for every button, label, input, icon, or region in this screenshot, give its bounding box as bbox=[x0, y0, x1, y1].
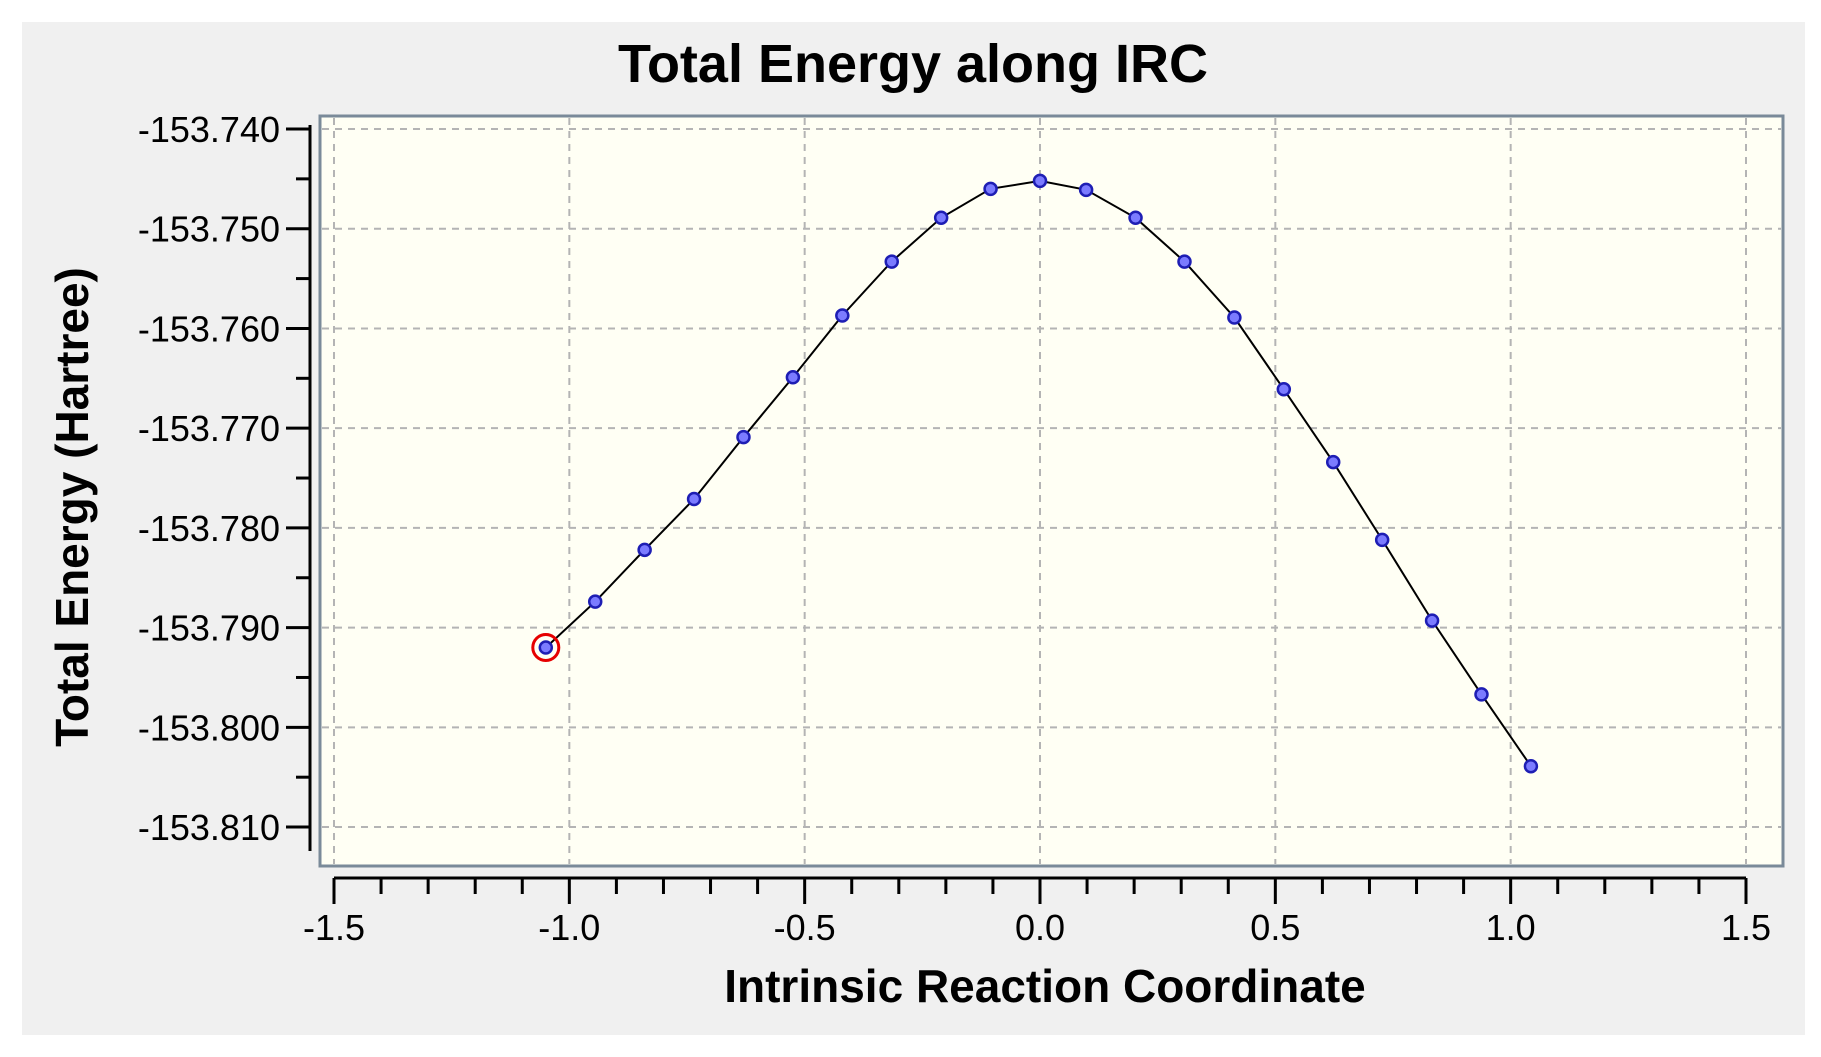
irc-chart: -153.740 -153.750 -153.760 -153.770 -153.780… bbox=[46, 34, 1785, 1012]
x-tick-label: -0.5 bbox=[774, 907, 836, 948]
plot-border bbox=[318, 114, 1785, 868]
data-point bbox=[587, 594, 603, 609]
data-point bbox=[736, 429, 751, 445]
data-point bbox=[1128, 210, 1143, 226]
data-point bbox=[1374, 532, 1390, 548]
y-axis: -153.740 -153.750 -153.760 -153.770 -153.780… bbox=[138, 109, 312, 851]
chart-title: Total Energy along IRC bbox=[618, 34, 1208, 94]
selected-point-highlight bbox=[531, 633, 561, 663]
y-tick-label: -153.750 bbox=[138, 209, 280, 250]
data-point bbox=[1078, 182, 1094, 198]
x-tick-label: 0.5 bbox=[1250, 907, 1300, 948]
data-point bbox=[1177, 254, 1192, 269]
data-point bbox=[1474, 687, 1489, 702]
x-axis-title: Intrinsic Reaction Coordinate bbox=[724, 960, 1366, 1012]
data-point bbox=[983, 181, 998, 197]
x-tick-label: -1.0 bbox=[538, 907, 600, 948]
x-tick-label: 1.5 bbox=[1721, 907, 1771, 948]
chart-panel: -153.740 -153.750 -153.760 -153.770 -153.780… bbox=[22, 22, 1805, 1035]
data-point bbox=[1032, 173, 1048, 189]
data-point bbox=[686, 491, 702, 507]
data-point bbox=[933, 210, 949, 226]
x-tick-label: -1.5 bbox=[303, 907, 365, 948]
data-point bbox=[1227, 310, 1242, 325]
y-tick-label: -153.770 bbox=[138, 408, 280, 449]
data-point bbox=[1424, 613, 1440, 628]
x-tick-label: 0.0 bbox=[1015, 907, 1065, 948]
y-tick-label: -153.760 bbox=[138, 308, 280, 349]
grid bbox=[322, 118, 1781, 864]
plot-area bbox=[320, 116, 1783, 866]
data-point bbox=[538, 640, 554, 655]
y-tick-label: -153.800 bbox=[138, 707, 280, 748]
data-point bbox=[637, 542, 652, 558]
data-markers bbox=[531, 173, 1539, 774]
x-axis: -1.5 -1.0 -0.5 0.0 0.5 1.0 1.5 bbox=[303, 876, 1771, 948]
y-tick-label: -153.780 bbox=[138, 508, 280, 549]
data-point bbox=[1276, 382, 1292, 397]
y-axis-title: Total Energy (Hartree) bbox=[46, 267, 98, 747]
x-tick-label: 1.0 bbox=[1486, 907, 1536, 948]
data-point bbox=[835, 308, 850, 323]
data-point bbox=[884, 254, 899, 269]
y-tick-label: -153.790 bbox=[138, 608, 280, 649]
data-point bbox=[785, 370, 801, 385]
data-point bbox=[1523, 758, 1539, 774]
y-tick-label: -153.740 bbox=[138, 109, 280, 150]
y-tick-label: -153.810 bbox=[138, 807, 280, 848]
data-point bbox=[1325, 454, 1341, 470]
